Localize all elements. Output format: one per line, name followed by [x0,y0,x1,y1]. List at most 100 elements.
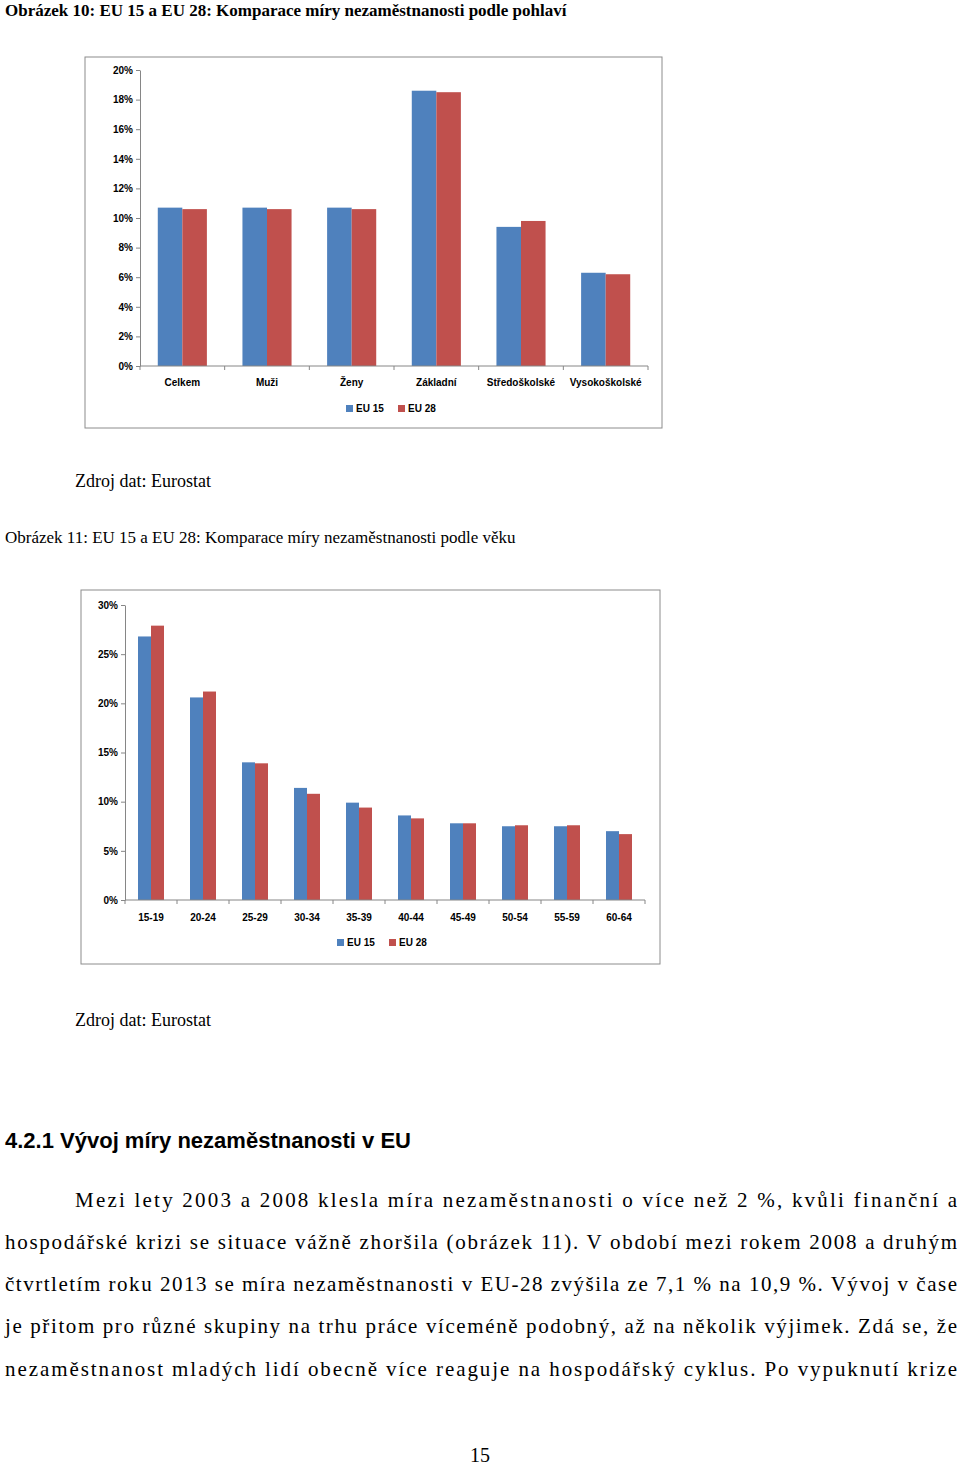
tick: Ženy [340,366,364,388]
paragraph-line: čtvrtletím roku 2013 se míra nezaměstnan… [5,1272,957,1296]
bar [327,208,352,366]
tick-label: Ženy [340,376,364,388]
category-separator [478,366,479,370]
bar [158,208,183,366]
legend-label: EU 28 [408,403,436,414]
tick-label: 8% [119,242,134,253]
page-number: 15 [470,1444,490,1465]
tick-label: 40-44 [398,912,424,923]
bar [190,697,203,900]
tick-label: 4% [119,302,134,313]
category-separator [333,900,334,904]
tick: Muži [256,366,278,388]
tick: 10% [113,213,140,224]
tick-label: 6% [119,272,134,283]
tick-label: 18% [113,94,133,105]
tick: Celkem [165,366,201,388]
tick: 40-44 [398,900,424,923]
tick-label: 16% [113,124,133,135]
bar [496,227,521,366]
tick-mark [136,336,140,337]
bars [138,626,632,900]
legend-label: EU 28 [399,937,427,948]
tick: 4% [119,302,140,313]
page: Obrázek 10: EU 15 a EU 28: Komparace mír… [0,0,960,1465]
tick: 20% [113,65,140,76]
bar [182,209,207,366]
bar [255,763,268,900]
bar [359,808,372,900]
chart: 0%2%4%6%8%10%12%14%16%18%20%CelkemMužiŽe… [113,65,648,414]
legend-label: EU 15 [347,937,375,948]
category-separator [648,366,649,370]
y-axis: 0% 5% 10% 15% 20% 25% 30% [98,600,126,906]
bar [398,815,411,900]
tick: 0% [104,895,125,906]
tick-label: 5% [104,846,119,857]
bar [581,273,606,366]
tick: 16% [113,124,140,135]
chart-frame [81,590,660,964]
bar [436,92,461,366]
tick: 35-39 [346,900,372,923]
bar [294,788,307,900]
tick-mark [136,366,140,367]
tick-mark [136,248,140,249]
category-separator [177,900,178,904]
tick-label: 55-59 [554,912,580,923]
tick-label: 20% [98,698,118,709]
paragraph-line: hospodářské krizi se situace vážně zhorš… [5,1230,957,1254]
series [138,636,619,900]
axis-line [140,71,141,367]
tick-label: 12% [113,183,133,194]
bar [346,803,359,900]
category-separator [437,900,438,904]
tick-label: 0% [119,361,134,372]
bar [450,823,463,900]
series [158,91,606,366]
category-separator [593,900,594,904]
bar [515,825,528,900]
bar [521,221,546,366]
tick: Středoškolské [487,366,556,388]
tick: 15-19 [138,900,164,923]
tick: 15% [98,747,125,758]
bar [619,834,632,900]
tick: 20-24 [190,900,216,923]
tick-label: 15% [98,747,118,758]
tick-label: Základní [416,377,458,388]
tick-mark [136,100,140,101]
bar [567,825,580,900]
tick: 25% [98,649,125,660]
bar [554,826,567,900]
tick-label: 14% [113,154,133,165]
paragraph-line: nezaměstnanost mladých lidí obecně více … [5,1357,957,1381]
category-separator [229,900,230,904]
tick: 55-59 [554,900,580,923]
category-separator [394,366,395,370]
figure-caption: Obrázek 11: EU 15 a EU 28: Komparace mír… [5,528,516,547]
tick-label: 50-54 [502,912,528,923]
tick-label: 60-64 [606,912,632,923]
tick-label: 0% [104,895,119,906]
chart-frame [85,57,662,428]
tick: 18% [113,94,140,105]
bar [606,274,631,366]
tick-mark [136,129,140,130]
bars [158,91,630,366]
tick-mark [121,802,125,803]
tick: 10% [98,796,125,807]
tick: Vysokoškolské [570,366,642,388]
tick-label: 30% [98,600,118,611]
tick-mark [121,605,125,606]
tick-mark [136,188,140,189]
legend-swatch [346,405,353,412]
tick-label: 25% [98,649,118,660]
tick-mark [136,307,140,308]
axis-line [125,606,126,901]
tick-mark [136,277,140,278]
tick-label: 30-34 [294,912,320,923]
bar [411,818,424,900]
tick-label: 15-19 [138,912,164,923]
tick-mark [121,654,125,655]
